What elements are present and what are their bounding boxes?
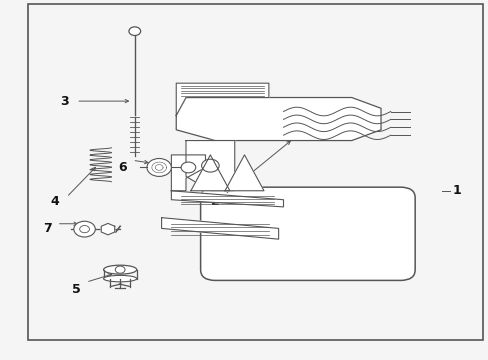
Text: 3: 3 [60, 95, 68, 108]
Polygon shape [161, 218, 278, 239]
Polygon shape [101, 224, 115, 235]
FancyBboxPatch shape [200, 187, 414, 280]
Polygon shape [185, 140, 234, 191]
Text: 1: 1 [451, 184, 460, 197]
Polygon shape [176, 83, 268, 116]
Text: 7: 7 [42, 222, 51, 235]
Text: 2: 2 [210, 195, 219, 208]
Circle shape [115, 266, 125, 273]
Circle shape [201, 159, 219, 172]
Polygon shape [224, 155, 264, 191]
Circle shape [147, 158, 171, 176]
Circle shape [129, 27, 141, 36]
Polygon shape [171, 191, 283, 207]
Circle shape [80, 226, 89, 233]
Polygon shape [176, 98, 380, 140]
Circle shape [74, 221, 95, 237]
Circle shape [181, 162, 195, 173]
Ellipse shape [103, 275, 137, 282]
Text: 5: 5 [72, 283, 81, 296]
Text: 4: 4 [50, 195, 59, 208]
Text: 6: 6 [118, 161, 127, 174]
Polygon shape [171, 155, 205, 191]
Ellipse shape [103, 265, 137, 274]
Polygon shape [190, 155, 229, 191]
